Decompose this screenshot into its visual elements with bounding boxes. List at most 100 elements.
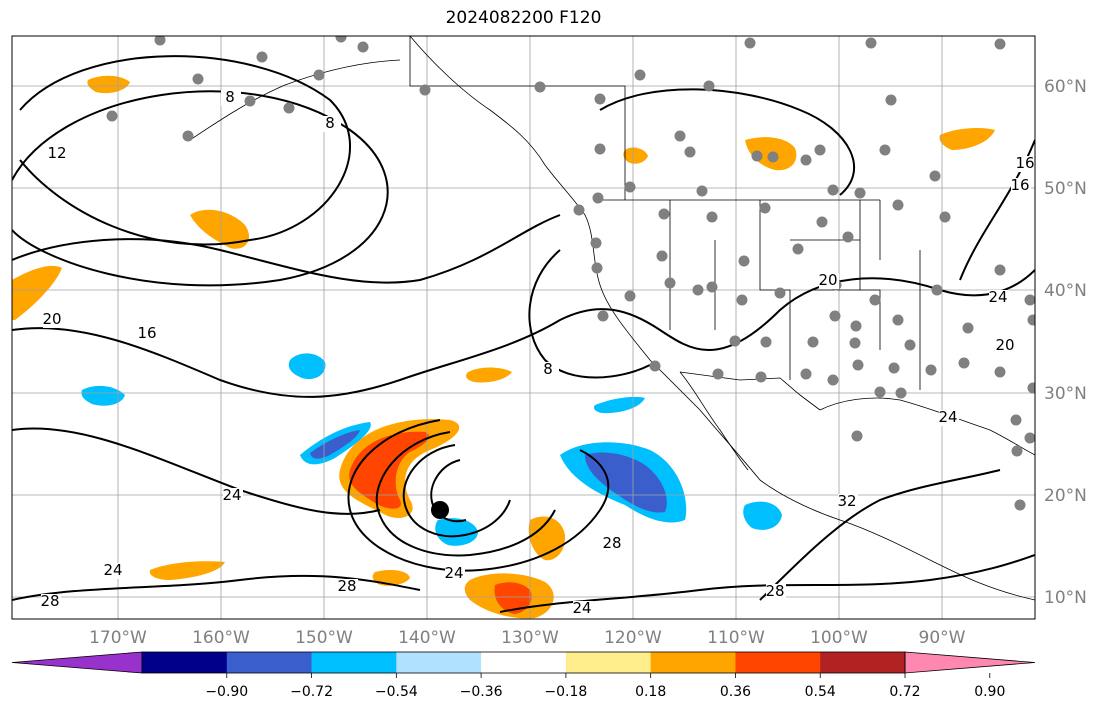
station-dot <box>755 371 767 383</box>
map-area: 8 8 8 12 16 16 16 20 20 20 24 24 24 24 24 24 28 28 28 28 32 <box>12 36 1035 619</box>
colorbar-segment <box>481 652 567 673</box>
colorbar-segment <box>820 652 906 673</box>
station-dot <box>597 310 609 322</box>
contours <box>12 55 1035 613</box>
station-dot <box>958 357 970 369</box>
contour-label: 24 <box>222 486 241 504</box>
station-dot <box>994 264 1006 276</box>
station-dot <box>634 69 646 81</box>
contour-label-bg <box>1016 156 1035 172</box>
contour-label-bg <box>48 146 68 162</box>
station-dot <box>816 216 828 228</box>
station-dot <box>192 73 204 85</box>
station-dot <box>852 359 864 371</box>
shading-red-south <box>494 582 532 614</box>
shading-blue-blob-2 <box>81 385 125 406</box>
station-dot <box>849 337 861 349</box>
contour-label: 28 <box>602 534 621 552</box>
station-dot <box>592 192 604 204</box>
contour-24-south <box>499 554 1035 613</box>
colorbar-tick-label: −0.36 <box>460 684 503 700</box>
shading-orange-blob-7 <box>466 367 512 383</box>
longitude-tick-labels: 170°W 160°W 150°W 140°W 130°W 120°W 110°W 100°W… <box>89 628 966 648</box>
contour-label: 20 <box>42 310 61 328</box>
station-dot <box>703 80 715 92</box>
colorbar-tick-label: −0.54 <box>375 684 418 700</box>
shading-orange-blob-3 <box>87 75 130 94</box>
storm-center-marker <box>431 501 449 519</box>
station-dot <box>1027 382 1035 394</box>
colorbar-tick-label: 0.72 <box>889 684 920 700</box>
contour-label: 28 <box>337 577 356 595</box>
coastline-north-america-west <box>409 36 1035 601</box>
map-title: 2024082200 F120 <box>445 8 602 28</box>
station-dot <box>842 231 854 243</box>
station-dot <box>751 150 763 162</box>
colorbar-segment <box>226 652 313 673</box>
colorbar-segment <box>650 652 736 673</box>
latitude-tick-label: 40°N <box>1044 281 1087 301</box>
contour-cyclone-outer <box>347 419 610 572</box>
station-dot <box>729 335 741 347</box>
station-dot <box>827 184 839 196</box>
station-dot <box>706 281 718 293</box>
station-dot <box>256 51 268 63</box>
contour-12-north <box>12 90 389 287</box>
coastline-alaska <box>189 59 401 141</box>
station-dot <box>706 211 718 223</box>
shading-blue-blob-3 <box>593 396 645 414</box>
colorbar-segment <box>311 652 397 673</box>
station-dot <box>591 262 603 274</box>
station-dot <box>888 362 900 374</box>
station-dot <box>684 146 696 158</box>
latitude-tick-label: 20°N <box>1044 486 1087 506</box>
contour-16-pacific <box>12 214 561 284</box>
station-dot <box>767 151 779 163</box>
contour-label-bg <box>819 273 839 289</box>
shading-orange-blob-6 <box>149 561 225 580</box>
station-dot <box>335 36 347 43</box>
contour-label-bg <box>338 579 358 595</box>
colorbar-segment <box>735 652 821 673</box>
station-dot <box>674 130 686 142</box>
colorbar-segment <box>565 652 652 673</box>
contour-label-bg <box>41 594 61 610</box>
contour-label: 16 <box>137 324 156 342</box>
contour-label-bg <box>603 536 623 552</box>
station-dot <box>658 208 670 220</box>
station-markers <box>106 36 1035 511</box>
longitude-tick-label: 100°W <box>810 628 868 648</box>
station-dot <box>1010 414 1022 426</box>
station-dot <box>534 81 546 93</box>
contour-label: 24 <box>103 561 122 579</box>
shading-red-crescent <box>349 431 430 509</box>
station-dot <box>829 310 841 322</box>
station-dot <box>313 69 325 81</box>
station-dot <box>656 250 668 262</box>
station-dot <box>154 36 166 46</box>
contour-label-bg <box>989 290 1009 306</box>
colorbar-extend-max <box>904 651 1036 674</box>
shading-orange-blob-8 <box>372 570 410 586</box>
station-dot <box>869 294 881 306</box>
station-dot <box>931 284 943 296</box>
contour-28-mexico <box>759 469 1001 601</box>
longitude-tick-label: 150°W <box>295 628 353 648</box>
colorbar-segment <box>396 652 482 673</box>
colorbar-tick-label: −0.72 <box>290 684 333 700</box>
station-dot <box>929 170 941 182</box>
contour-label-bg <box>996 338 1016 354</box>
contour-label: 16 <box>1015 154 1034 172</box>
station-dot <box>879 144 891 156</box>
longitude-tick-label: 130°W <box>501 628 559 648</box>
station-dot <box>664 277 676 289</box>
station-dot <box>814 144 826 156</box>
contour-label-bg <box>321 116 341 132</box>
contour-label-bg <box>445 566 465 582</box>
station-dot <box>712 368 724 380</box>
colorbar-tick-label: 0.36 <box>720 684 751 700</box>
colorbar: −0.90 −0.72 −0.54 −0.36 −0.18 0.18 0.36 0.54 0.7… <box>11 651 1036 700</box>
colorbar-segment <box>142 652 228 673</box>
longitude-tick-label: 110°W <box>707 628 765 648</box>
